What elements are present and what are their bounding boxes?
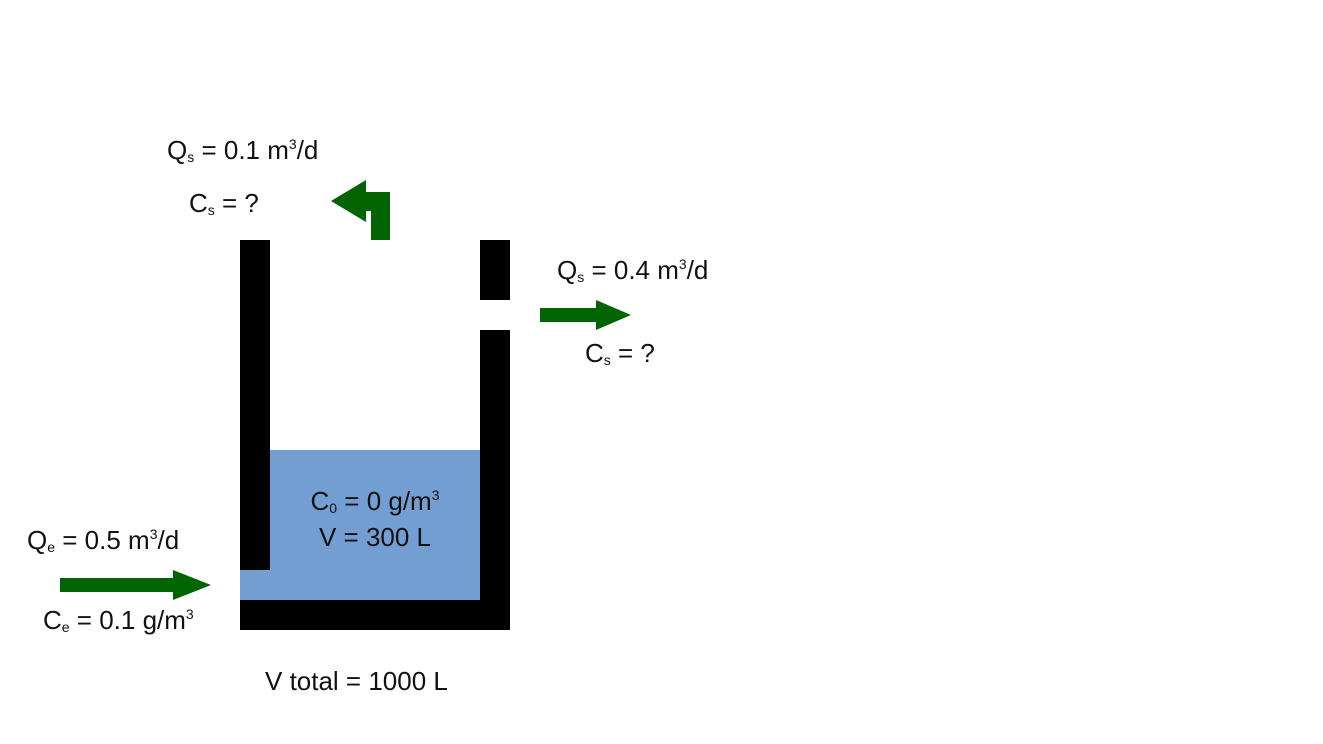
conc-symbol: C bbox=[310, 486, 330, 516]
arrow-up-left-icon bbox=[331, 180, 390, 240]
flow-superscript: 3 bbox=[678, 256, 687, 272]
conc-symbol: C bbox=[189, 188, 208, 218]
conc-subscript: e bbox=[61, 619, 70, 635]
arrow-right-icon bbox=[60, 570, 211, 600]
side-outlet-conc-label: Cs = ? bbox=[585, 338, 655, 368]
conc-value: = ? bbox=[610, 338, 655, 368]
flow-unit: /d bbox=[296, 135, 319, 165]
tank-right-wall-upper bbox=[480, 240, 510, 300]
conc-subscript: 0 bbox=[329, 500, 338, 516]
top-outlet-flow-label: Qs = 0.1 m3/d bbox=[167, 135, 318, 165]
inlet-conc-label: Ce = 0.1 g/m3 bbox=[43, 605, 194, 635]
flow-symbol: Q bbox=[167, 135, 188, 165]
flow-subscript: e bbox=[47, 539, 56, 555]
flow-value: = 0.4 m bbox=[584, 255, 679, 285]
conc-symbol: C bbox=[43, 605, 62, 635]
conc-subscript: s bbox=[603, 352, 611, 368]
tank-left-wall bbox=[240, 240, 270, 570]
conc-symbol: C bbox=[585, 338, 604, 368]
conc-subscript: s bbox=[207, 202, 215, 218]
flow-symbol: Q bbox=[27, 525, 48, 555]
tank-right-wall-lower bbox=[480, 330, 510, 630]
conc-value: = 0 g/m bbox=[337, 486, 432, 516]
flow-unit: /d bbox=[686, 255, 709, 285]
flow-subscript: s bbox=[187, 149, 195, 165]
flow-value: = 0.5 m bbox=[55, 525, 150, 555]
total-volume-label: V total = 1000 L bbox=[265, 666, 448, 696]
initial-conc-label: C0 = 0 g/m3 bbox=[270, 486, 480, 516]
flow-symbol: Q bbox=[557, 255, 578, 285]
flow-superscript: 3 bbox=[149, 526, 158, 542]
conc-value: = 0.1 g/m bbox=[69, 605, 186, 635]
conc-superscript: 3 bbox=[185, 606, 194, 622]
tank-bottom bbox=[240, 600, 510, 630]
side-outlet-flow-label: Qs = 0.4 m3/d bbox=[557, 255, 708, 285]
water-volume-label: V = 300 L bbox=[318, 522, 432, 552]
conc-value: = ? bbox=[214, 188, 259, 218]
flow-unit: /d bbox=[157, 525, 180, 555]
flow-subscript: s bbox=[577, 269, 585, 285]
inlet-flow-label: Qe = 0.5 m3/d bbox=[27, 525, 179, 555]
flow-value: = 0.1 m bbox=[194, 135, 289, 165]
arrow-right-icon bbox=[540, 300, 631, 330]
conc-superscript: 3 bbox=[431, 487, 440, 503]
tank-water bbox=[240, 450, 480, 601]
top-outlet-conc-label: Cs = ? bbox=[189, 188, 259, 218]
flow-superscript: 3 bbox=[288, 136, 297, 152]
